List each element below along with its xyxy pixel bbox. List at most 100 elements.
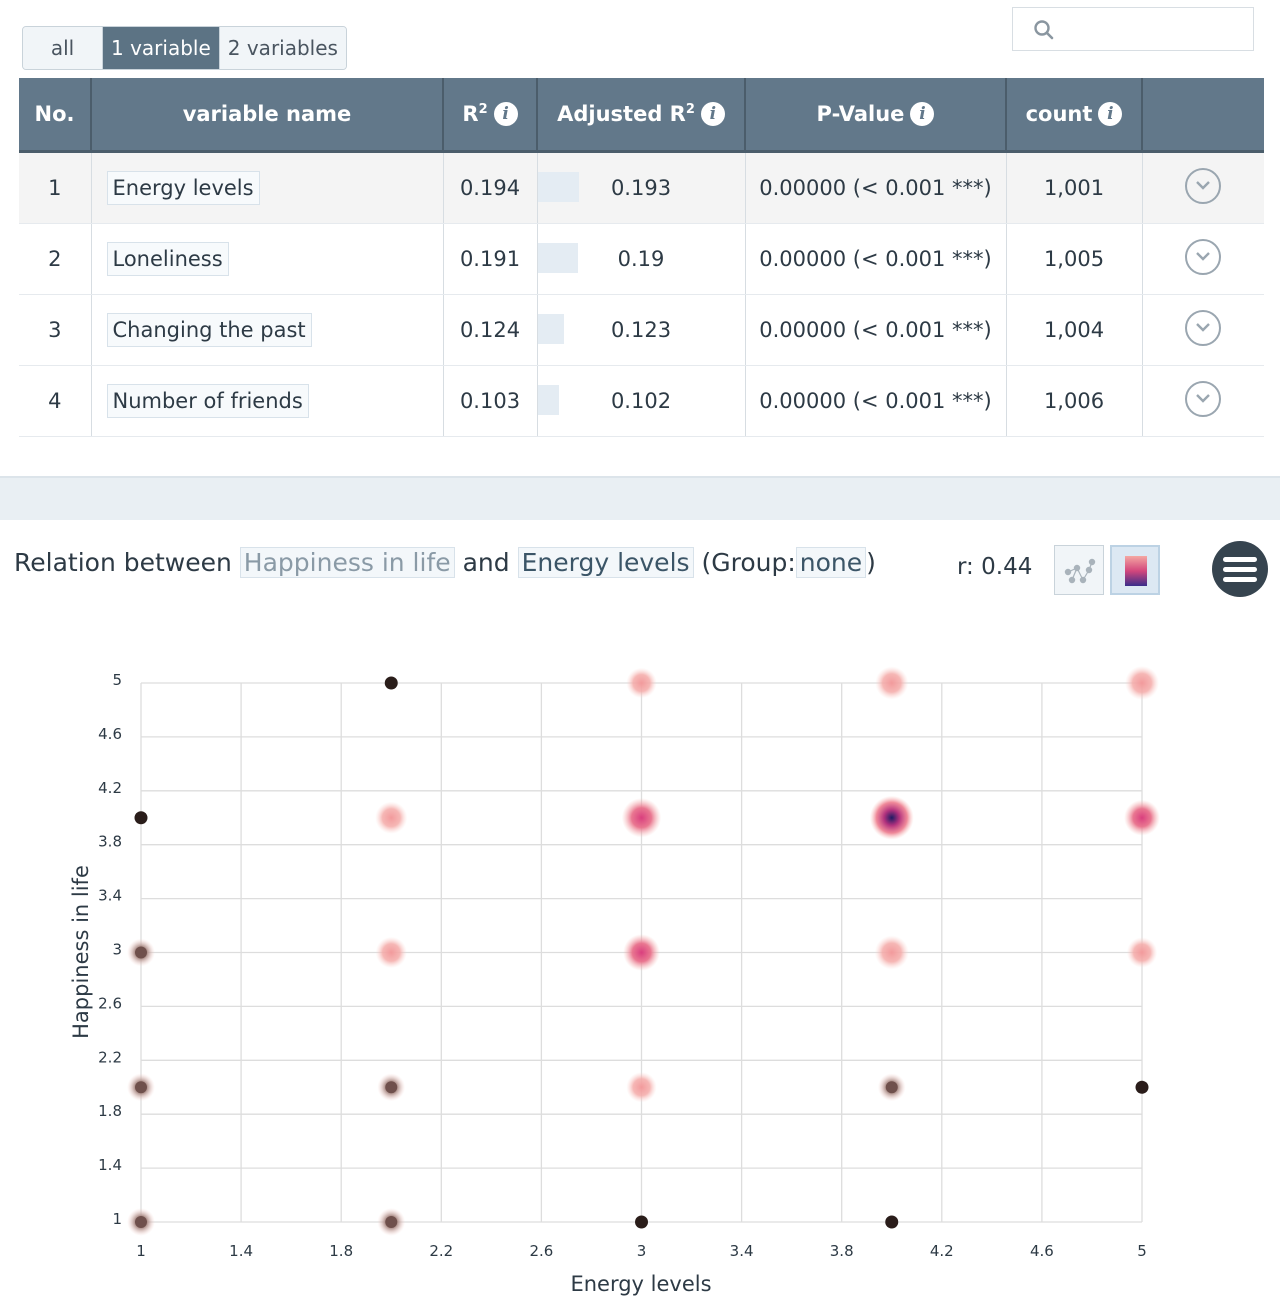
data-point	[135, 1216, 147, 1228]
data-point	[1124, 799, 1160, 836]
actions-cell	[1142, 294, 1264, 366]
expand-row-button[interactable]	[1185, 380, 1222, 417]
dependent-variable-chip[interactable]: Happiness in life	[239, 547, 455, 578]
adjusted-r2-value: 0.19	[617, 247, 665, 271]
chevron-down-icon	[1196, 251, 1211, 261]
chevron-down-icon	[1196, 393, 1211, 403]
relation-connector: and	[462, 548, 510, 577]
x-tick-label: 4.2	[930, 1242, 954, 1260]
x-axis-title: Energy levels	[570, 1272, 711, 1296]
search-box[interactable]	[1012, 7, 1254, 51]
info-icon[interactable]: i	[493, 102, 518, 126]
y-axis-title: Happiness in life	[69, 865, 93, 1039]
column-header-variable-name[interactable]: variable name	[91, 78, 444, 153]
data-point	[1124, 665, 1160, 701]
independent-variable-chip[interactable]: Energy levels	[517, 547, 694, 578]
info-icon[interactable]: i	[910, 102, 935, 126]
data-point	[134, 811, 148, 825]
chart-menu-button[interactable]	[1212, 541, 1268, 597]
hamburger-menu-icon-bar	[1223, 567, 1257, 572]
x-tick-label: 1.8	[329, 1242, 353, 1260]
info-icon[interactable]: i	[700, 102, 725, 126]
info-icon[interactable]: i	[1098, 102, 1123, 126]
group-selector[interactable]: none	[795, 547, 867, 578]
column-header-actions	[1142, 78, 1264, 153]
hamburger-menu-icon-bar	[1223, 557, 1257, 562]
expand-row-button[interactable]	[1185, 309, 1222, 346]
row-number: 1	[19, 151, 92, 224]
x-tick-label: 4.6	[1030, 1242, 1054, 1260]
p-value: 0.00000 (< 0.001 ***)	[745, 365, 1007, 437]
r2-value: 0.194	[443, 151, 538, 224]
chevron-down-icon	[1196, 322, 1211, 332]
y-tick-label: 2.6	[98, 994, 122, 1012]
filter-tab-2-variables[interactable]: 2 variables	[219, 27, 346, 69]
results-table: No. variable name R2 i Adjusted R2 i P-Val…	[19, 78, 1264, 437]
hamburger-menu-icon-bar	[1223, 577, 1257, 582]
column-header-r2[interactable]: R2 i	[443, 78, 538, 153]
r-label: r:	[957, 554, 974, 580]
group-label: (Group:	[701, 548, 796, 577]
search-input[interactable]	[1063, 16, 1247, 44]
variable-chip[interactable]: Changing the past	[106, 313, 312, 347]
expand-row-button[interactable]	[1185, 238, 1222, 275]
count-value: 1,001	[1006, 151, 1143, 224]
adjusted-r2-cell: 0.102	[537, 365, 746, 437]
data-point	[375, 801, 408, 834]
data-point	[384, 676, 398, 690]
r2-value: 0.103	[443, 365, 538, 437]
filter-tab-all[interactable]: all	[23, 27, 103, 69]
chevron-down-icon	[1196, 180, 1211, 190]
group-close: )	[866, 548, 876, 577]
data-point	[869, 795, 914, 840]
variable-name-cell: Number of friends	[91, 365, 444, 437]
density-color-toggle[interactable]	[1110, 545, 1160, 595]
x-tick-label: 1	[136, 1242, 146, 1260]
variable-chip[interactable]: Energy levels	[106, 171, 260, 205]
variable-chip[interactable]: Loneliness	[106, 242, 229, 276]
data-point	[385, 1216, 398, 1228]
p-value: 0.00000 (< 0.001 ***)	[745, 294, 1007, 366]
scatter-plot-icon	[1064, 558, 1096, 584]
table-row[interactable]: 4 Number of friends 0.103 0.102 0.00000 …	[19, 365, 1264, 437]
column-header-no[interactable]: No.	[19, 78, 92, 153]
data-point	[626, 667, 657, 699]
x-tick-label: 1.4	[229, 1242, 253, 1260]
x-tick-label: 3	[637, 1242, 647, 1260]
variable-name-cell: Changing the past	[91, 294, 444, 366]
y-tick-label: 4.2	[98, 779, 122, 797]
expand-row-button[interactable]	[1185, 167, 1222, 204]
table-row[interactable]: 2 Loneliness 0.191 0.19 0.00000 (< 0.001…	[19, 223, 1264, 295]
x-tick-label: 2.6	[529, 1242, 553, 1260]
adjusted-r2-bar	[537, 172, 579, 202]
adjusted-r2-bar	[537, 314, 564, 344]
y-tick-label: 5	[112, 671, 122, 689]
variable-count-filter: all 1 variable 2 variables	[22, 26, 347, 70]
data-point	[623, 934, 660, 971]
adjusted-r2-value: 0.123	[610, 318, 672, 342]
scatter-plot-toggle[interactable]	[1054, 545, 1104, 595]
y-tick-label: 4.6	[98, 725, 122, 743]
variable-name-cell: Loneliness	[91, 223, 444, 295]
x-tick-label: 2.2	[429, 1242, 453, 1260]
count-value: 1,004	[1006, 294, 1143, 366]
column-header-adjusted-r2[interactable]: Adjusted R2 i	[537, 78, 746, 153]
r-value: 0.44	[981, 554, 1033, 580]
column-header-count[interactable]: count i	[1006, 78, 1143, 153]
relation-title: Relation between Happiness in life and E…	[14, 547, 876, 578]
color-gradient-icon	[1125, 556, 1147, 586]
data-point	[1126, 937, 1158, 968]
column-header-p-value[interactable]: P-Value i	[745, 78, 1007, 153]
variable-chip[interactable]: Number of friends	[106, 384, 309, 418]
data-point	[1135, 1080, 1149, 1094]
adjusted-r2-cell: 0.19	[537, 223, 746, 295]
relation-prefix: Relation between	[14, 548, 232, 577]
table-row[interactable]: 1 Energy levels 0.194 0.193 0.00000 (< 0…	[19, 151, 1264, 224]
correlation-readout: r: 0.44	[957, 554, 1032, 580]
y-tick-label: 3	[112, 941, 122, 959]
table-row[interactable]: 3 Changing the past 0.124 0.123 0.00000 …	[19, 294, 1264, 366]
y-tick-label: 3.8	[98, 833, 122, 851]
r2-value: 0.124	[443, 294, 538, 366]
filter-tab-1-variable[interactable]: 1 variable	[103, 27, 220, 69]
count-value: 1,006	[1006, 365, 1143, 437]
